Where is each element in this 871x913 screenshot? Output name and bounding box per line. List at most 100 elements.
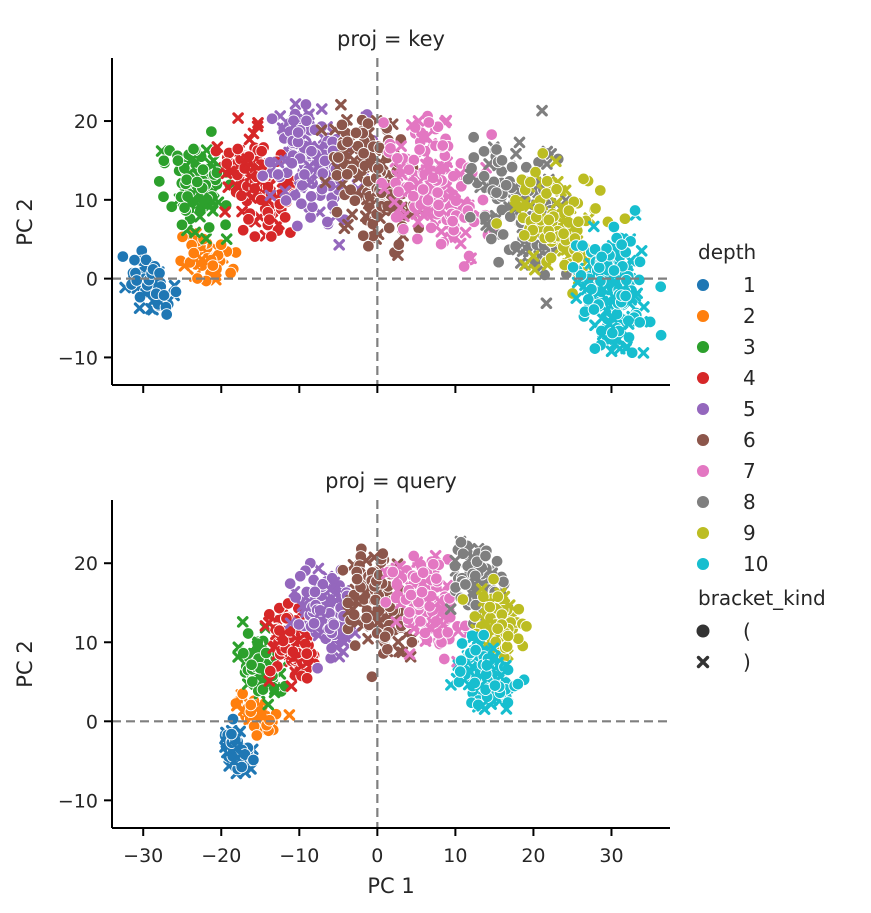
point-depth-8-close xyxy=(540,297,553,310)
point-depth-4-close xyxy=(276,629,289,641)
point-depth-6-open xyxy=(365,670,379,684)
point-depth-9-open xyxy=(533,202,546,215)
point-depth-4-open xyxy=(235,189,248,202)
point-depth-8-open xyxy=(490,554,504,568)
point-depth-10-open xyxy=(588,342,602,355)
x-tick-label: −20 xyxy=(201,845,241,867)
point-depth-5-open xyxy=(311,661,324,675)
point-depth-8-close xyxy=(536,104,548,117)
point-depth-5-open xyxy=(295,197,308,210)
point-depth-4-close xyxy=(285,680,298,692)
point-depth-9-open xyxy=(487,572,500,586)
point-depth-6-open xyxy=(357,147,370,160)
point-depth-6-open xyxy=(362,239,375,253)
point-depth-6-open xyxy=(405,635,419,649)
point-depth-9-open xyxy=(491,622,504,636)
point-depth-10-open xyxy=(633,273,646,287)
point-depth-5-close xyxy=(276,122,289,134)
legend-depth-label-6: 6 xyxy=(743,428,756,452)
point-depth-6-close xyxy=(359,210,372,222)
point-depth-5-open xyxy=(271,168,285,181)
point-depth-1-close xyxy=(133,302,146,314)
point-depth-7-close xyxy=(378,182,391,195)
point-depth-10-close xyxy=(597,283,610,296)
point-depth-8-close xyxy=(449,554,462,567)
point-depth-7-close xyxy=(442,190,455,203)
point-depth-5-open xyxy=(291,126,305,139)
point-depth-7-open xyxy=(432,198,445,212)
point-depth-9-close xyxy=(550,197,563,209)
point-depth-9-open xyxy=(536,147,550,160)
point-depth-9-open xyxy=(501,629,515,643)
point-depth-10-open xyxy=(576,239,589,252)
point-depth-7-close xyxy=(412,216,425,228)
point-depth-7-open xyxy=(427,557,440,571)
y-tick-label: 10 xyxy=(74,632,98,654)
point-depth-10-open xyxy=(615,238,628,251)
point-depth-8-open xyxy=(499,178,513,192)
point-depth-5-open xyxy=(327,618,341,631)
panel-title-key: proj = key xyxy=(337,27,445,51)
point-depth-10-open xyxy=(633,255,647,269)
point-depth-6-open xyxy=(361,117,375,130)
point-depth-9-open xyxy=(577,172,590,186)
point-depth-5-open xyxy=(307,617,321,630)
point-depth-10-open xyxy=(619,289,632,303)
point-depth-3-close xyxy=(198,197,211,209)
point-depth-1-open xyxy=(128,253,141,267)
point-depth-3-open xyxy=(202,221,216,234)
point-depth-6-open xyxy=(331,151,345,164)
point-depth-9-open xyxy=(500,640,514,653)
point-depth-7-open xyxy=(397,222,410,236)
point-depth-9-open xyxy=(589,202,602,215)
point-depth-8-open xyxy=(485,232,498,246)
point-depth-7-close xyxy=(408,622,420,635)
y-tick-label: 20 xyxy=(74,111,98,133)
point-depth-7-close xyxy=(395,140,407,152)
point-depth-3-close xyxy=(269,683,281,696)
key-points xyxy=(116,98,668,359)
point-depth-3-close xyxy=(200,232,212,245)
point-depth-5-close xyxy=(330,641,343,654)
point-depth-6-open xyxy=(330,205,344,219)
point-depth-7-open xyxy=(403,606,416,619)
point-depth-8-close xyxy=(513,136,526,149)
legend-depth-marker-8 xyxy=(696,495,710,509)
legend-bracket-kind-entries: () xyxy=(696,619,751,674)
point-depth-7-close xyxy=(427,170,440,182)
point-depth-7-open xyxy=(377,116,390,129)
legend-depth-label-5: 5 xyxy=(743,397,756,421)
point-depth-5-open xyxy=(321,215,334,229)
point-depth-4-close xyxy=(251,120,264,133)
y-tick-label: 10 xyxy=(74,190,98,212)
point-depth-3-close xyxy=(212,196,225,209)
point-depth-7-close xyxy=(390,616,403,628)
point-depth-9-open xyxy=(524,175,537,189)
point-depth-10-close xyxy=(637,347,650,359)
x-tick-label: 30 xyxy=(599,845,623,867)
point-depth-2-open xyxy=(244,698,258,712)
key-axes: −10 0 10 20 xyxy=(58,58,670,393)
point-depth-5-close xyxy=(333,650,346,663)
point-depth-2-close xyxy=(283,709,296,721)
legend-depth-label-1: 1 xyxy=(743,273,756,297)
point-depth-3-open xyxy=(210,166,224,179)
point-depth-3-close xyxy=(262,698,275,711)
point-depth-6-close xyxy=(319,176,332,189)
point-depth-7-open xyxy=(438,652,451,666)
point-depth-5-open xyxy=(304,211,317,224)
point-depth-9-close xyxy=(509,201,522,214)
point-depth-8-close xyxy=(541,158,553,170)
point-depth-5-close xyxy=(305,175,318,188)
point-depth-7-open xyxy=(411,232,424,246)
point-depth-5-close xyxy=(279,155,291,167)
point-depth-10-close xyxy=(622,318,635,330)
legend-depth-label-4: 4 xyxy=(743,366,756,390)
point-depth-5-close xyxy=(323,595,335,607)
point-depth-5-open xyxy=(283,577,297,590)
point-depth-10-open xyxy=(607,264,621,277)
point-depth-9-open xyxy=(542,213,556,227)
point-depth-10-open xyxy=(654,280,667,294)
point-depth-5-open xyxy=(305,144,318,158)
